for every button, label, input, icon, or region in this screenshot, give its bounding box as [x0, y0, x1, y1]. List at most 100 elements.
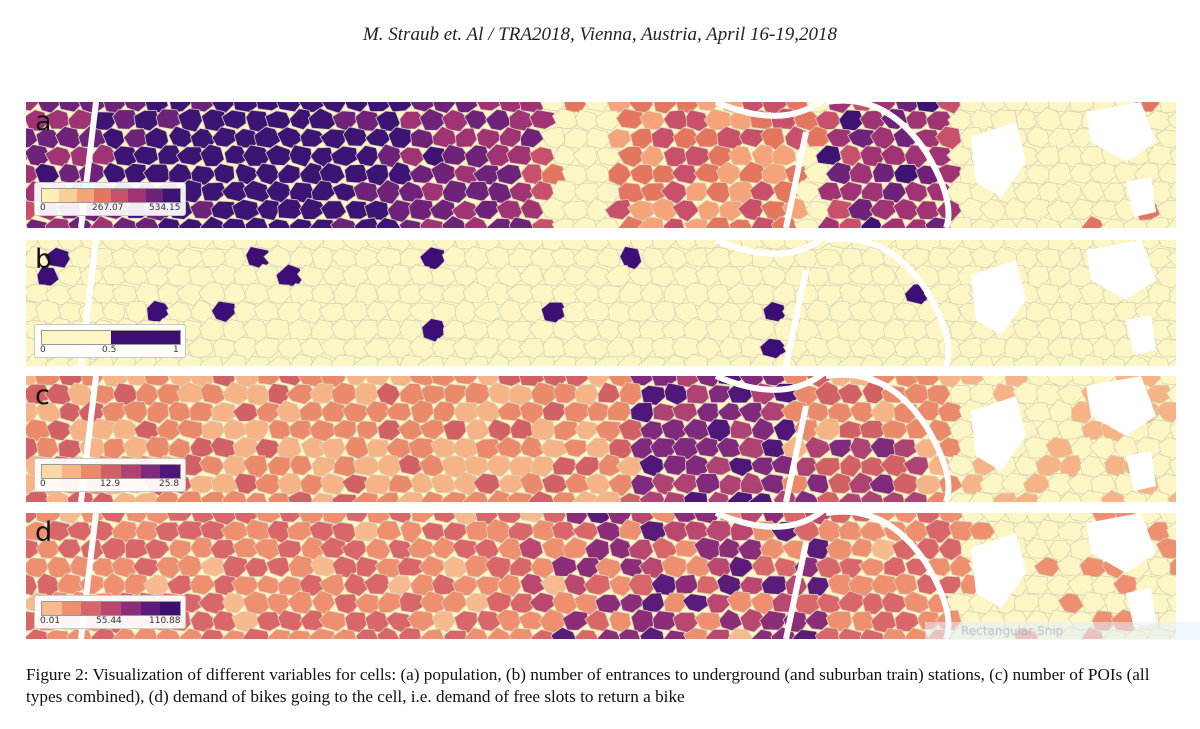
- map-cell: [365, 300, 390, 322]
- map-cell: [616, 355, 644, 366]
- map-cell: [311, 492, 335, 502]
- map-cell: [1058, 110, 1085, 131]
- map-cell: [1024, 537, 1051, 559]
- map-cell: [485, 455, 513, 478]
- map-cell: [486, 353, 513, 366]
- map-cell: [355, 144, 380, 167]
- map-cell: [728, 555, 756, 578]
- map-cell: [506, 491, 534, 502]
- legend-swatch: [42, 602, 62, 615]
- map-cell: [859, 628, 886, 639]
- map-cell: [541, 400, 566, 422]
- map-cell: [726, 590, 753, 614]
- map-cell: [737, 436, 767, 460]
- map-cell: [849, 436, 874, 461]
- map-cell: [893, 513, 918, 524]
- map-cell: [473, 199, 500, 220]
- map-cell: [399, 110, 427, 130]
- map-cell: [1166, 593, 1176, 615]
- map-cell: [289, 454, 313, 476]
- map-cell: [969, 246, 999, 269]
- map-cell: [318, 302, 346, 322]
- map-cell: [287, 318, 313, 340]
- map-cell: [189, 574, 217, 596]
- map-cell: [903, 490, 928, 502]
- map-cell: [123, 102, 151, 113]
- map-cell: [342, 126, 369, 147]
- map-cell: [241, 627, 270, 639]
- map-cell: [26, 102, 40, 112]
- map-cell: [253, 126, 283, 149]
- map-cell: [1166, 520, 1176, 542]
- map-panel-c: c 0 12.9 25.8: [26, 376, 1176, 502]
- map-cell: [189, 536, 215, 559]
- map-cell: [442, 521, 468, 542]
- map-cell: [298, 401, 325, 422]
- map-cell: [443, 629, 467, 639]
- legend-tick-mid: 12.9: [100, 479, 121, 489]
- map-cell: [376, 454, 404, 478]
- map-panel-b: b 0 0.5 1: [26, 240, 1176, 366]
- map-cell: [420, 490, 446, 502]
- map-cell: [718, 473, 746, 496]
- map-cell: [44, 217, 73, 228]
- map-cell: [1034, 145, 1061, 167]
- map-cell: [527, 490, 555, 502]
- map-cell: [464, 627, 489, 639]
- legend-swatch: [101, 602, 121, 615]
- map-cell: [495, 163, 523, 186]
- map-cell: [386, 102, 413, 113]
- map-cell: [375, 246, 403, 268]
- map-cell: [716, 402, 743, 421]
- map-cell: [817, 181, 843, 203]
- map-cell: [408, 163, 437, 184]
- road-line: [783, 405, 809, 502]
- map-cell: [704, 628, 731, 639]
- map-cell: [1079, 490, 1105, 502]
- map-cell: [937, 401, 965, 422]
- legend-swatch: [111, 331, 180, 344]
- map-cell: [90, 282, 117, 304]
- map-cell: [472, 472, 502, 495]
- map-cell: [868, 300, 896, 324]
- map-cell: [463, 455, 491, 477]
- map-cell: [1165, 215, 1176, 228]
- map-cell: [681, 593, 711, 613]
- map-cell: [619, 593, 646, 614]
- map-cell: [739, 264, 764, 287]
- map-cell: [211, 300, 236, 323]
- map-cell: [288, 108, 313, 131]
- map-cell: [597, 453, 623, 477]
- map-cell: [1144, 490, 1170, 502]
- map-cell: [529, 146, 555, 167]
- map-cell: [597, 284, 622, 305]
- map-cell: [685, 383, 710, 405]
- map-cell: [947, 454, 977, 477]
- legend-bar-c: [41, 464, 181, 479]
- legend-swatch: [42, 465, 62, 478]
- map-cell: [638, 490, 667, 502]
- map-cell: [254, 438, 282, 459]
- map-cell: [199, 355, 224, 366]
- map-cell: [443, 383, 467, 405]
- map-cell: [112, 627, 139, 639]
- map-cell: [905, 110, 930, 130]
- map-cell: [968, 521, 996, 541]
- map-cell: [375, 491, 400, 502]
- map-cell: [200, 181, 228, 202]
- map-cell: [442, 555, 470, 578]
- map-cell: [553, 355, 577, 366]
- map-cell: [571, 319, 601, 342]
- map-cell: [1103, 319, 1129, 342]
- map-cell: [210, 200, 238, 221]
- map-cell: [1089, 200, 1117, 220]
- map-cell: [1022, 472, 1053, 494]
- map-cell: [124, 538, 151, 559]
- road-line: [714, 513, 825, 530]
- map-cell: [1081, 179, 1105, 203]
- map-cell: [495, 263, 524, 288]
- map-cell: [616, 146, 646, 168]
- map-cell: [175, 419, 205, 441]
- map-cell: [749, 180, 776, 202]
- map-cell: [759, 400, 789, 422]
